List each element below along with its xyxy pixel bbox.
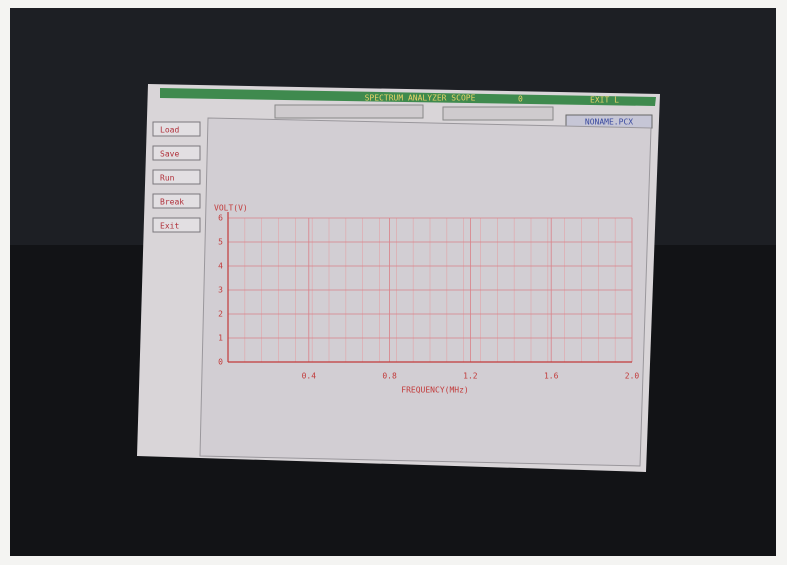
y-tick-label: 2 (218, 310, 223, 319)
window-title: SPECTRUM ANALYZER SCOPE (365, 94, 476, 103)
page: SPECTRUM ANALYZER SCOPE 0 EXIT L NONAME.… (0, 0, 787, 565)
y-tick-label: 6 (218, 214, 223, 223)
button-label[interactable]: Save (160, 150, 179, 159)
button-label[interactable]: Run (160, 174, 175, 183)
button-label[interactable]: Exit (160, 222, 179, 231)
text-field[interactable] (275, 105, 423, 118)
plot-panel (200, 118, 651, 466)
y-axis-label: VOLT(V) (214, 204, 248, 213)
x-tick-label: 2.0 (625, 372, 640, 381)
photo: SPECTRUM ANALYZER SCOPE 0 EXIT L NONAME.… (0, 0, 787, 565)
button-label[interactable]: Break (160, 198, 184, 207)
button-label[interactable]: Load (160, 126, 179, 135)
y-tick-label: 3 (218, 286, 223, 295)
y-tick-label: 1 (218, 334, 223, 343)
x-tick-label: 0.8 (382, 372, 397, 381)
file-name: NONAME.PCX (585, 118, 633, 127)
window-status: 0 (518, 95, 523, 104)
y-tick-label: 4 (218, 262, 223, 271)
text-field[interactable] (443, 107, 553, 120)
x-tick-label: 1.6 (544, 372, 559, 381)
y-tick-label: 5 (218, 238, 223, 247)
x-axis-label: FREQUENCY(MHz) (401, 386, 468, 395)
y-tick-label: 0 (218, 358, 223, 367)
window-menu[interactable]: EXIT L (590, 96, 619, 105)
x-tick-label: 1.2 (463, 372, 478, 381)
x-tick-label: 0.4 (302, 372, 317, 381)
